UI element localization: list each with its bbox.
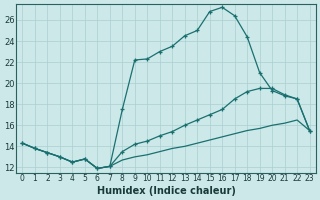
X-axis label: Humidex (Indice chaleur): Humidex (Indice chaleur)	[97, 186, 236, 196]
